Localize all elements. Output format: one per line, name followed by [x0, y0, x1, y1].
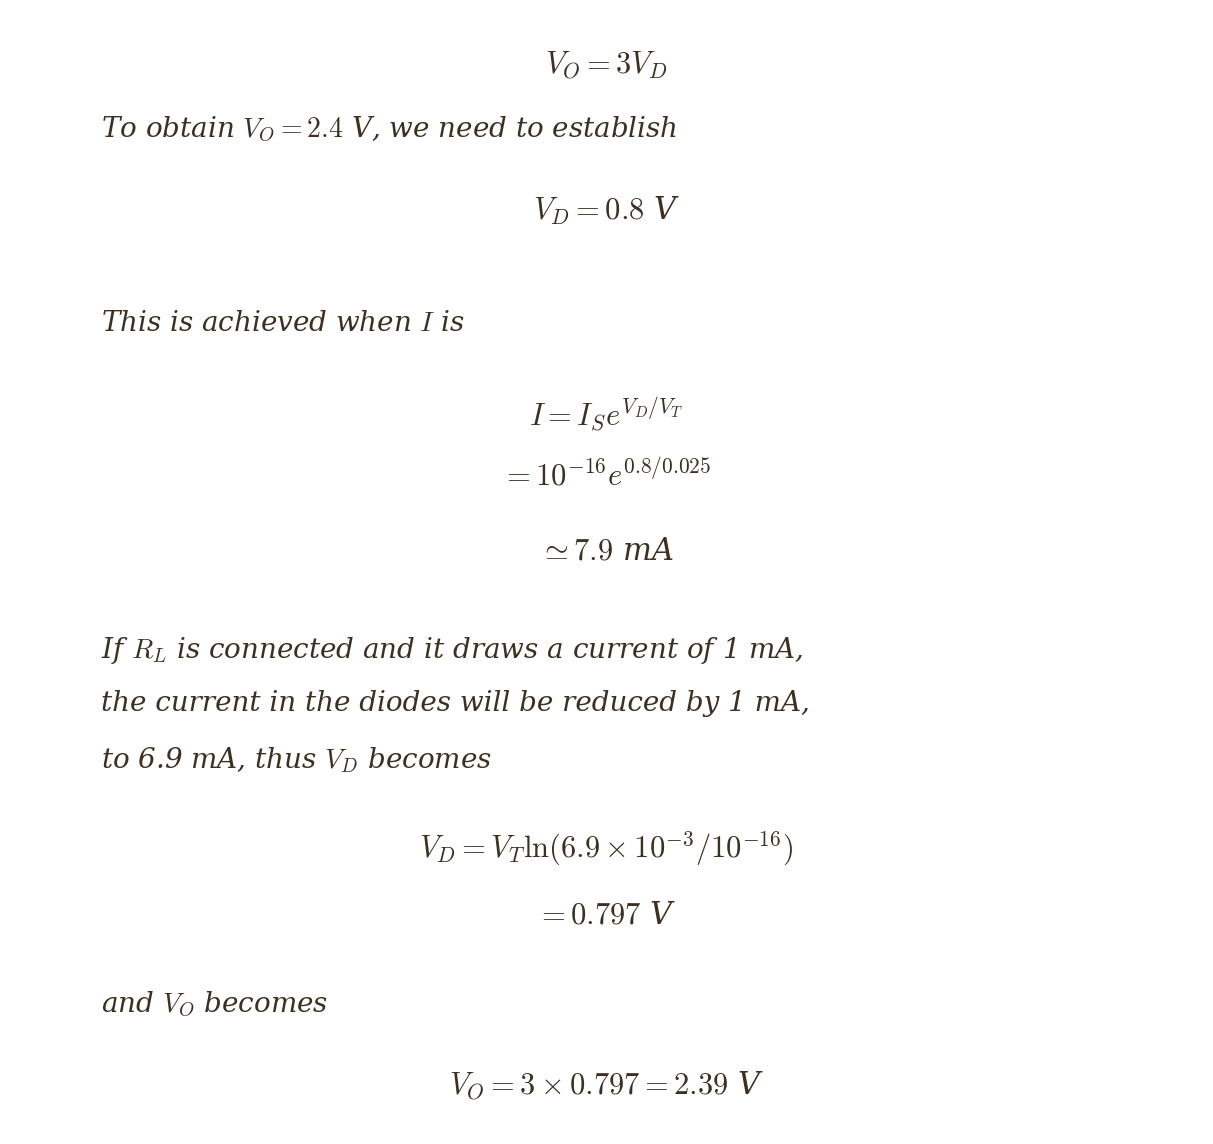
Text: $\simeq 7.9$ mA: $\simeq 7.9$ mA [540, 535, 673, 566]
Text: If $R_L$ is connected and it draws a current of 1 mA,: If $R_L$ is connected and it draws a cur… [101, 635, 803, 666]
Text: the current in the diodes will be reduced by 1 mA,: the current in the diodes will be reduce… [101, 690, 809, 717]
Text: This is achieved when $I$ is: This is achieved when $I$ is [101, 310, 465, 337]
Text: $V_D = 0.8$ V: $V_D = 0.8$ V [533, 194, 680, 228]
Text: $V_O = 3 \times 0.797 = 2.39$ V: $V_O = 3 \times 0.797 = 2.39$ V [449, 1070, 764, 1103]
Text: $V_O = 3V_D$: $V_O = 3V_D$ [545, 50, 668, 81]
Text: $I = I_Se^{V_D/V_T}$: $I = I_Se^{V_D/V_T}$ [529, 395, 684, 432]
Text: $= 10^{-16}e^{0.8/0.025}$: $= 10^{-16}e^{0.8/0.025}$ [501, 460, 712, 492]
Text: $= 0.797$ V: $= 0.797$ V [536, 900, 677, 931]
Text: and $V_O$ becomes: and $V_O$ becomes [101, 990, 328, 1019]
Text: To obtain $V_O = 2.4$ V, we need to establish: To obtain $V_O = 2.4$ V, we need to esta… [101, 116, 677, 144]
Text: to 6.9 mA, thus $V_D$ becomes: to 6.9 mA, thus $V_D$ becomes [101, 745, 491, 774]
Text: $V_D = V_T \ln(6.9 \times 10^{-3}/10^{-16})$: $V_D = V_T \ln(6.9 \times 10^{-3}/10^{-1… [420, 831, 793, 868]
